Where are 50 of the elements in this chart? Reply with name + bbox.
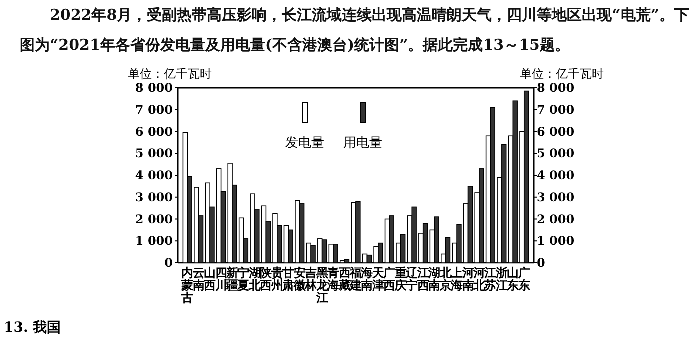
x-tick-label: 西藏 [338, 266, 351, 292]
x-tick-label: 内蒙古 [180, 266, 194, 305]
x-tick-label: 青海 [326, 266, 340, 292]
x-tick-label: 海南 [360, 266, 374, 292]
text: 13. 我国 [4, 320, 62, 336]
y-tick-label: 6 000 [135, 124, 173, 139]
x-tick-label: 河北 [472, 266, 486, 292]
text: 2022年8月，受副热带高压影响，长江流域连续出现高温晴朗天气，四川等地区出现“电荒”。下图为“2021年各省份发电量及用电量(不含港澳台)统计图”。据此完成13～15题。 [20, 5, 690, 56]
y-tick-label: 0 [164, 256, 173, 270]
y-tick-label: 8 000 [135, 81, 173, 95]
y2-tick-label: 4 000 [537, 168, 575, 182]
x-tick-label: 重庆 [394, 266, 407, 292]
y2-axis-title: 单位：亿千瓦时 [520, 67, 604, 81]
y2-tick-label: 1 000 [537, 234, 575, 248]
x-tick-label: 江苏 [484, 266, 497, 292]
y-tick-label: 4 000 [135, 168, 173, 182]
x-tick-label: 江西 [416, 266, 430, 292]
y-tick-label: 1 000 [135, 234, 173, 248]
x-tick-label: 新疆 [226, 266, 239, 292]
y-tick-label: 7 000 [135, 102, 173, 117]
y-axis-title: 单位：亿千瓦时 [128, 67, 212, 81]
y2-tick-label: 6 000 [537, 124, 575, 139]
x-tick-label: 宁夏 [236, 266, 250, 292]
legend-label: 发电量 [286, 136, 324, 151]
x-tick-label: 甘肃 [282, 266, 295, 292]
x-tick-label: 山西 [203, 266, 216, 292]
x-tick-label: 山东 [506, 266, 520, 292]
x-tick-label: 上海 [450, 266, 464, 292]
y2-tick-label: 0 [537, 256, 546, 270]
y2-tick-label: 5 000 [537, 146, 575, 161]
x-tick-label: 安徽 [292, 266, 307, 292]
legend-label: 用电量 [344, 136, 382, 151]
x-tick-label: 福建 [349, 266, 362, 292]
x-tick-label: 湖南 [428, 266, 441, 292]
x-tick-label: 天津 [371, 266, 386, 292]
x-tick-label: 河南 [461, 266, 474, 292]
y2-tick-label: 7 000 [537, 102, 575, 117]
y2-tick-label: 8 000 [537, 81, 575, 95]
y-tick-label: 3 000 [135, 190, 173, 204]
y-tick-label: 2 000 [135, 212, 173, 226]
x-tick-label: 北京 [438, 266, 453, 292]
x-tick-label: 广东 [517, 266, 530, 292]
x-tick-label: 云南 [192, 266, 205, 292]
y2-tick-label: 3 000 [537, 190, 575, 204]
x-tick-label: 浙江 [494, 266, 508, 292]
y2-tick-label: 2 000 [537, 212, 575, 226]
x-tick-label: 广西 [382, 266, 396, 292]
x-tick-label: 四川 [214, 266, 228, 292]
x-tick-label: 湖北 [248, 266, 262, 292]
y-tick-label: 5 000 [135, 146, 173, 161]
